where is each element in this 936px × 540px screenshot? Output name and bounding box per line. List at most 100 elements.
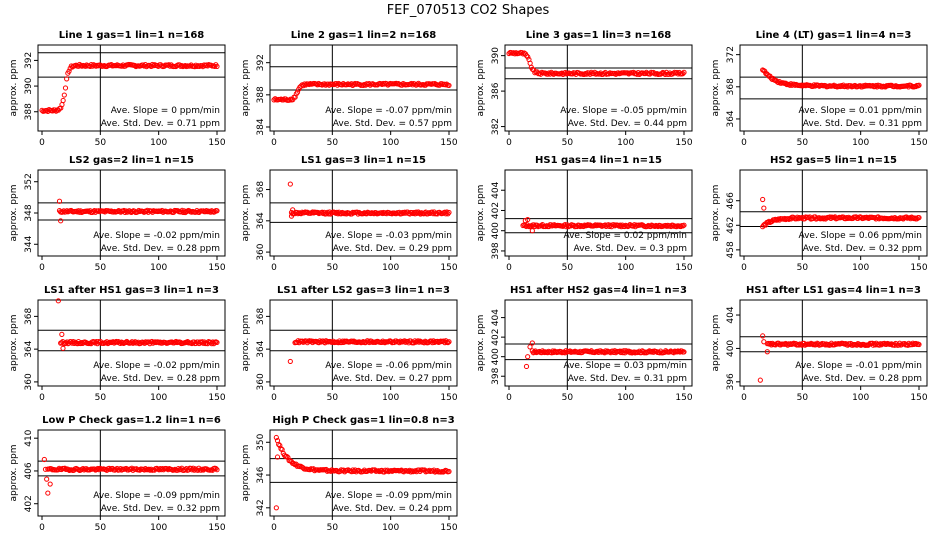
data-point (314, 82, 321, 88)
x-tick-label: 100 (150, 523, 167, 533)
slope-stat: Ave. Slope = 0.06 ppm/min (798, 231, 922, 241)
data-point (41, 456, 47, 463)
data-point (446, 209, 452, 216)
data-point (761, 222, 767, 228)
data-point (66, 68, 72, 74)
y-tick-label: 342 (256, 499, 266, 516)
x-tick-label: 100 (617, 263, 634, 273)
sd-stat: Ave. Std. Dev. = 0.71 ppm (101, 119, 220, 129)
y-axis-label: approx. ppm (241, 445, 251, 502)
data-point (56, 198, 63, 204)
data-point (277, 442, 283, 449)
data-point (529, 228, 535, 234)
data-point (445, 339, 451, 346)
y-tick-label: 364 (24, 340, 34, 357)
data-point (680, 71, 686, 77)
y-tick-label: 404 (726, 306, 736, 323)
data-point (298, 83, 304, 89)
data-point (623, 348, 629, 354)
data-point (291, 460, 297, 467)
y-axis-label: approx. ppm (9, 315, 19, 372)
slope-stat: Ave. Slope = -0.06 ppm/min (325, 361, 452, 371)
x-tick-label: 150 (208, 263, 225, 273)
data-point (666, 71, 672, 77)
plot-frame (269, 169, 458, 257)
y-axis-label: approx. ppm (711, 60, 721, 117)
data-point (167, 63, 173, 69)
x-tick-label: 50 (562, 393, 574, 403)
data-point (52, 107, 58, 113)
x-tick-label: 0 (741, 393, 747, 403)
data-point (80, 465, 86, 472)
x-tick-label: 150 (440, 393, 457, 403)
data-point (512, 51, 518, 57)
data-point (213, 465, 219, 472)
y-axis-label: approx. ppm (476, 185, 486, 242)
x-tick-label: 100 (150, 263, 167, 273)
data-point (214, 339, 220, 346)
data-point (182, 467, 188, 473)
data-point (523, 363, 530, 370)
data-point (307, 467, 313, 473)
x-tick-label: 100 (617, 138, 634, 148)
x-tick-label: 100 (382, 523, 399, 533)
slope-stat: Ave. Slope = -0.01 ppm/min (795, 361, 922, 371)
plot-frame (739, 44, 928, 132)
y-tick-label: 368 (256, 308, 266, 325)
x-tick-label: 0 (741, 138, 747, 148)
chart-panel: Low P Check gas=1.2 lin=1 n=6 0 50 100 150 40… (9, 415, 226, 533)
data-point (409, 468, 415, 474)
data-point (916, 341, 922, 348)
data-point (642, 70, 648, 77)
chart-title: Line 3 gas=1 lin=3 n=168 (526, 30, 672, 41)
data-point (757, 377, 763, 383)
y-tick-label: 352 (24, 173, 34, 190)
data-point (44, 107, 50, 114)
x-tick-label: 150 (675, 393, 692, 403)
chart-title: HS1 after LS1 gas=4 lin=1 n=3 (746, 285, 921, 296)
y-tick-label: 364 (726, 110, 736, 127)
y-axis-label: approx. ppm (241, 60, 251, 117)
data-point (150, 63, 157, 69)
data-point (98, 62, 104, 68)
y-axis-label: approx. ppm (9, 445, 19, 502)
slope-stat: Ave. Slope = -0.05 ppm/min (560, 106, 687, 116)
data-point (446, 82, 452, 89)
data-point (106, 465, 112, 471)
plot-frame (739, 169, 928, 257)
sd-stat: Ave. Std. Dev. = 0.28 ppm (101, 244, 220, 254)
data-point (182, 62, 188, 69)
data-point (271, 97, 277, 103)
data-point (175, 465, 181, 472)
data-point (325, 81, 331, 87)
sd-stat: Ave. Std. Dev. = 0.44 ppm (568, 119, 687, 129)
chart-title: LS1 after LS2 gas=3 lin=1 n=3 (277, 285, 450, 296)
data-point (44, 476, 50, 482)
x-tick-label: 100 (617, 393, 634, 403)
y-tick-label: 368 (726, 78, 736, 95)
x-tick-label: 100 (852, 263, 869, 273)
x-tick-label: 100 (150, 138, 167, 148)
data-point (761, 205, 767, 211)
data-point (39, 107, 45, 113)
data-point (408, 80, 415, 87)
plot-frame (37, 429, 226, 517)
x-tick-label: 50 (95, 523, 107, 533)
data-point (572, 70, 578, 76)
data-point (577, 223, 583, 230)
chart-panel: High P Check gas=1 lin=0.8 n=3 0 50 100 150 3… (241, 415, 458, 533)
data-point (413, 209, 419, 215)
data-point (444, 468, 450, 474)
x-tick-label: 150 (208, 138, 225, 148)
data-point (529, 340, 535, 346)
data-point (606, 71, 612, 77)
chart-panel: Line 4 (LT) gas=1 lin=4 n=3 0 50 100 150 364 3… (711, 30, 928, 148)
y-tick-label: 348 (24, 204, 34, 221)
y-tick-label: 364 (256, 212, 266, 229)
x-tick-label: 100 (852, 393, 869, 403)
x-tick-label: 0 (39, 393, 45, 403)
data-point (524, 53, 530, 59)
data-point (760, 333, 766, 339)
sd-stat: Ave. Std. Dev. = 0.31 ppm (803, 119, 922, 129)
data-point (214, 467, 220, 473)
